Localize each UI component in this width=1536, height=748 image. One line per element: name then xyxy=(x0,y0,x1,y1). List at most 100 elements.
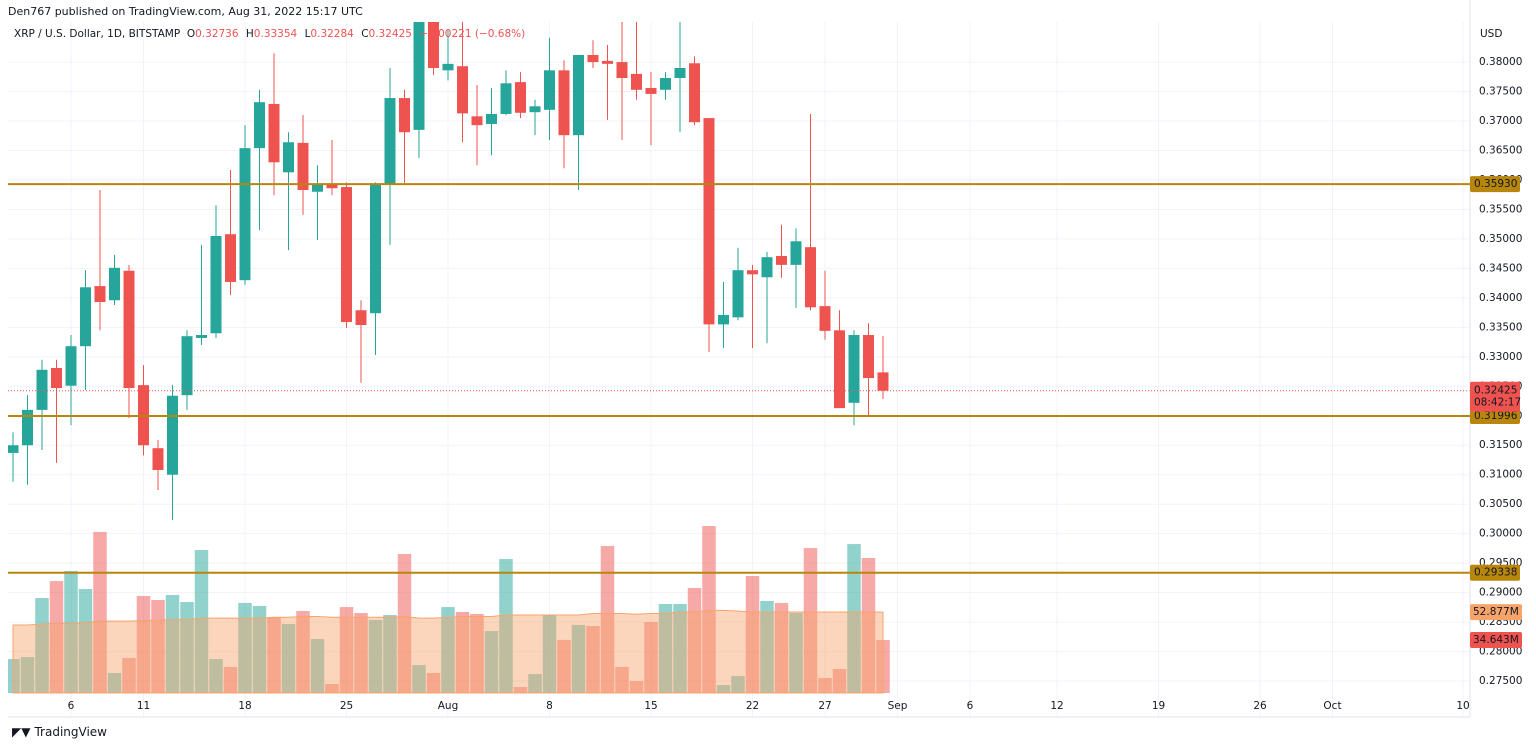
candle-body xyxy=(341,187,352,323)
volume-bar xyxy=(354,613,368,693)
volume-bar xyxy=(818,678,832,693)
volume-bar xyxy=(528,674,542,693)
volume-bar xyxy=(426,672,441,693)
candle-body xyxy=(602,60,613,64)
candle-body xyxy=(181,336,193,396)
volume-bar xyxy=(673,603,687,693)
volume-bar xyxy=(600,546,615,693)
candle-body xyxy=(660,78,671,90)
candle-body xyxy=(326,184,338,189)
volume-bar xyxy=(107,672,122,693)
x-tick-label: Sep xyxy=(888,700,908,712)
volume-bar xyxy=(281,624,296,693)
open-value: 0.32736 xyxy=(195,28,239,40)
y-tick-label: 0.34500 xyxy=(1479,262,1522,274)
y-tick-label: 0.35500 xyxy=(1479,203,1522,215)
candle-body xyxy=(776,256,787,265)
countdown: 08:42:17 xyxy=(1474,397,1521,409)
volume-pane xyxy=(8,526,890,694)
volume-bar xyxy=(296,611,310,693)
candle-body xyxy=(718,314,729,325)
candle-body xyxy=(65,346,77,386)
candle-body xyxy=(312,184,323,192)
candle-body xyxy=(747,270,758,275)
candle-body xyxy=(761,257,773,278)
volume-bar xyxy=(615,667,629,693)
x-tick-label: 26 xyxy=(1253,700,1267,712)
volume-bar xyxy=(716,685,731,693)
candle-body xyxy=(268,103,280,163)
volume-ma-label: 52.877M xyxy=(1473,606,1519,618)
last-price-label: 0.32425 xyxy=(1474,385,1517,397)
volume-bar xyxy=(383,615,397,693)
volume-bar xyxy=(267,616,281,693)
x-tick-label: 8 xyxy=(546,700,553,712)
volume-bar xyxy=(35,598,49,693)
volume-bar xyxy=(658,603,673,693)
volume-bar xyxy=(557,639,571,693)
volume-bar xyxy=(455,611,470,693)
volume-bar xyxy=(310,639,325,693)
candle-body xyxy=(645,88,657,94)
candle-body xyxy=(297,142,309,191)
volume-bar xyxy=(571,624,586,693)
candle-body xyxy=(152,448,164,471)
candle-body xyxy=(196,335,207,338)
candle-body xyxy=(819,306,831,331)
candle-body xyxy=(457,66,468,114)
candle-body xyxy=(529,106,541,113)
volume-bar xyxy=(789,613,803,693)
volume-bar xyxy=(20,657,35,693)
candle-body xyxy=(471,116,483,126)
volume-bar xyxy=(629,681,644,693)
volume-bar xyxy=(586,626,600,693)
volume-bar xyxy=(499,559,513,693)
candles xyxy=(8,22,1470,521)
candle-body xyxy=(848,335,860,403)
volume-bar xyxy=(64,570,78,693)
volume-bar xyxy=(325,683,339,693)
candle-body xyxy=(123,270,135,389)
candle-body xyxy=(167,395,178,475)
candle-body xyxy=(486,113,497,124)
currency: USD xyxy=(1480,28,1502,40)
brand: ◤▼ TradingView xyxy=(12,725,107,739)
symbol: XRP / U.S. Dollar, 1D, BITSTAMP xyxy=(14,28,181,40)
candle-body xyxy=(225,234,236,282)
volume-bar xyxy=(78,589,93,693)
candle-body xyxy=(36,369,48,410)
candle-body xyxy=(210,235,222,334)
volume-ma-label-box xyxy=(1470,604,1522,621)
x-tick-label: 6 xyxy=(68,700,75,712)
volume-bar xyxy=(832,668,847,693)
candle-body xyxy=(384,98,396,185)
y-tick-label: 0.37000 xyxy=(1479,115,1522,127)
candle-body xyxy=(8,445,19,453)
candle-body xyxy=(51,368,62,389)
candle-body xyxy=(544,70,555,110)
high-value: 0.33354 xyxy=(253,28,298,40)
x-tick-label: 12 xyxy=(1050,700,1063,712)
candle-body xyxy=(239,148,251,281)
x-tick-label: 11 xyxy=(137,700,150,712)
x-tick-label: 6 xyxy=(967,700,974,712)
volume-bar xyxy=(49,581,64,693)
y-tick-label: 0.29000 xyxy=(1479,587,1522,599)
published-by: Den767 published on TradingView.com, Aug… xyxy=(8,5,363,18)
logo: ◤▼ xyxy=(12,725,31,739)
legend: XRP / U.S. Dollar, 1D, BITSTAMP O0.32736… xyxy=(14,28,529,40)
volume-bar xyxy=(412,665,426,693)
level-label: 0.29338 xyxy=(1474,567,1517,579)
candle-body xyxy=(370,184,381,314)
level-label-box xyxy=(1470,176,1520,193)
ohlc-letter: H xyxy=(245,28,254,40)
ohlc-letter: O xyxy=(186,28,196,40)
y-tick-label: 0.37500 xyxy=(1479,86,1522,98)
y-tick-label: 0.28000 xyxy=(1479,646,1522,658)
candle-body xyxy=(500,83,512,114)
candle-body xyxy=(80,287,91,347)
change: −0.00221 (−0.68%) xyxy=(419,28,526,40)
volume-bar xyxy=(731,676,745,693)
level-label: 0.35930 xyxy=(1474,178,1517,190)
last-price-box xyxy=(1470,381,1520,412)
